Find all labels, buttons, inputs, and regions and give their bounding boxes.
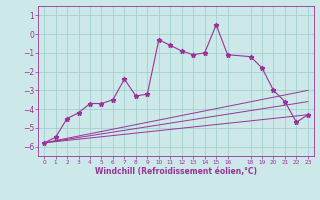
X-axis label: Windchill (Refroidissement éolien,°C): Windchill (Refroidissement éolien,°C) <box>95 167 257 176</box>
